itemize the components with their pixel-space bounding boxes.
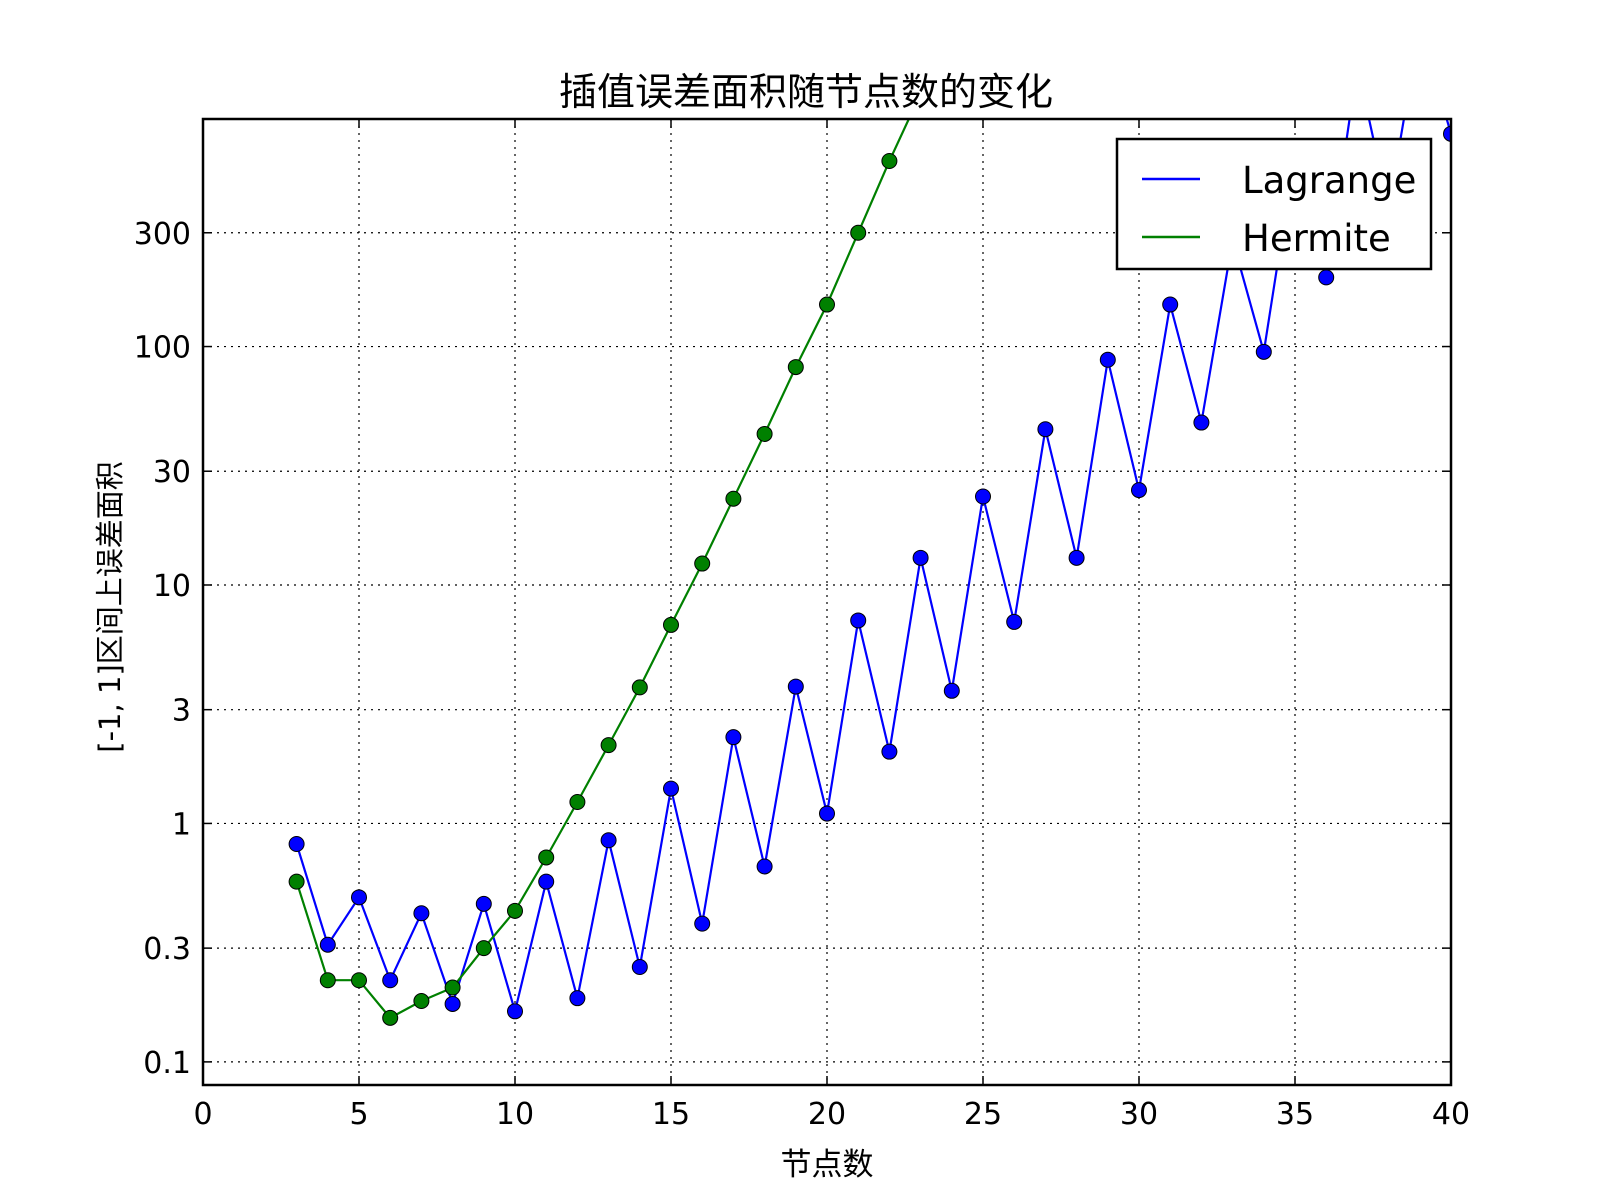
data-point-hermite xyxy=(819,296,835,313)
x-tick-label: 0 xyxy=(193,1097,212,1132)
data-point-hermite xyxy=(787,359,804,376)
data-point-hermite xyxy=(382,1009,399,1026)
legend-label-lagrange: Lagrange xyxy=(1242,159,1416,202)
data-point-hermite xyxy=(444,979,461,996)
data-point-hermite xyxy=(538,849,555,866)
data-point-lagrange xyxy=(756,858,773,875)
x-tick-label: 20 xyxy=(808,1097,846,1132)
data-point-hermite xyxy=(756,425,773,442)
data-point-hermite xyxy=(881,152,898,169)
data-point-hermite xyxy=(288,873,305,890)
data-point-lagrange xyxy=(1255,343,1272,360)
data-point-lagrange xyxy=(600,832,617,849)
y-tick-label: 0.3 xyxy=(143,932,191,967)
data-point-lagrange xyxy=(663,780,679,797)
data-point-lagrange xyxy=(413,905,430,922)
y-tick-label: 100 xyxy=(134,331,191,366)
data-point-lagrange xyxy=(475,895,492,912)
y-tick-label: 3 xyxy=(172,694,191,729)
grid xyxy=(203,119,1451,1085)
data-point-lagrange xyxy=(912,549,929,566)
x-tick-label: 10 xyxy=(496,1097,534,1132)
data-point-lagrange xyxy=(725,729,742,746)
data-point-lagrange xyxy=(569,990,586,1007)
y-tick-label: 10 xyxy=(153,569,191,604)
data-point-hermite xyxy=(413,993,430,1010)
data-point-lagrange xyxy=(319,936,336,953)
data-point-lagrange xyxy=(288,835,305,852)
data-point-hermite xyxy=(725,490,742,507)
data-point-hermite xyxy=(569,794,586,811)
data-point-lagrange xyxy=(819,805,835,822)
data-point-lagrange xyxy=(694,915,711,932)
y-tick-label: 300 xyxy=(134,217,191,252)
legend-label-hermite: Hermite xyxy=(1242,217,1391,260)
y-tick-label: 30 xyxy=(153,455,191,490)
data-point-lagrange xyxy=(975,488,991,505)
data-point-lagrange xyxy=(351,889,367,906)
x-tick-label: 15 xyxy=(652,1097,690,1132)
x-tick-label: 25 xyxy=(964,1097,1002,1132)
data-point-lagrange xyxy=(1099,351,1116,368)
legend: Lagrange Hermite xyxy=(1115,137,1433,271)
data-point-hermite xyxy=(351,972,367,989)
data-point-lagrange xyxy=(850,612,867,629)
data-point-lagrange xyxy=(1443,125,1451,142)
x-axis-label: 节点数 xyxy=(781,1147,874,1183)
data-point-lagrange xyxy=(631,959,648,976)
x-tick-label: 30 xyxy=(1120,1097,1158,1132)
data-point-hermite xyxy=(600,737,617,754)
data-point-lagrange xyxy=(1006,613,1023,630)
data-point-hermite xyxy=(507,902,523,919)
data-point-lagrange xyxy=(382,972,399,989)
data-point-lagrange xyxy=(1037,421,1054,438)
data-point-lagrange xyxy=(538,873,555,890)
x-tick-label: 40 xyxy=(1432,1097,1470,1132)
series-line-lagrange xyxy=(295,119,1451,1016)
data-point-lagrange xyxy=(881,743,898,760)
axis-ticks: 0 5 10 15 20 25 30 35 40 0.1 0.3 1 3 10 30 100 300 xyxy=(134,119,1470,1132)
data-point-lagrange xyxy=(1068,549,1085,566)
x-tick-label: 35 xyxy=(1276,1097,1314,1132)
series-layer xyxy=(288,119,1451,1026)
data-point-hermite xyxy=(694,555,711,572)
data-point-hermite xyxy=(475,940,492,957)
y-tick-label: 1 xyxy=(172,807,191,842)
data-point-lagrange xyxy=(507,1003,523,1020)
chart-title: 插值误差面积随节点数的变化 xyxy=(559,70,1053,114)
data-point-lagrange xyxy=(1193,414,1210,431)
data-point-lagrange xyxy=(1131,482,1147,499)
data-point-hermite xyxy=(319,972,336,989)
x-tick-label: 5 xyxy=(349,1097,368,1132)
data-point-lagrange xyxy=(943,682,960,699)
legend-box xyxy=(1115,137,1433,271)
data-point-lagrange xyxy=(1318,269,1335,286)
data-point-hermite xyxy=(631,679,648,696)
data-point-lagrange xyxy=(1162,296,1179,313)
data-point-hermite xyxy=(663,616,679,633)
data-point-lagrange xyxy=(787,678,804,695)
y-tick-label: 0.1 xyxy=(143,1046,191,1081)
y-axis-label: [-1, 1]区间上误差面积 xyxy=(93,461,127,752)
data-point-hermite xyxy=(850,224,867,241)
data-point-lagrange xyxy=(444,995,461,1012)
